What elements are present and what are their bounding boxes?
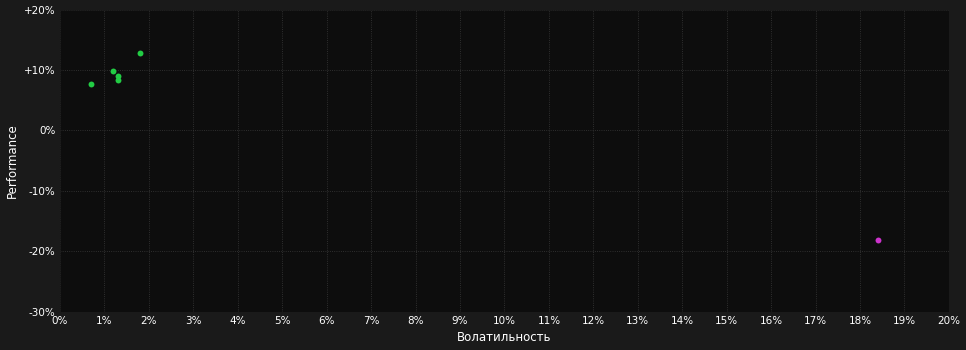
Point	[105, 68, 121, 74]
Point	[110, 77, 126, 83]
Point	[83, 81, 99, 87]
Point	[870, 238, 886, 243]
Point	[110, 73, 126, 79]
Point	[132, 50, 148, 56]
Y-axis label: Performance: Performance	[6, 123, 18, 198]
X-axis label: Волатильность: Волатильность	[457, 331, 552, 344]
